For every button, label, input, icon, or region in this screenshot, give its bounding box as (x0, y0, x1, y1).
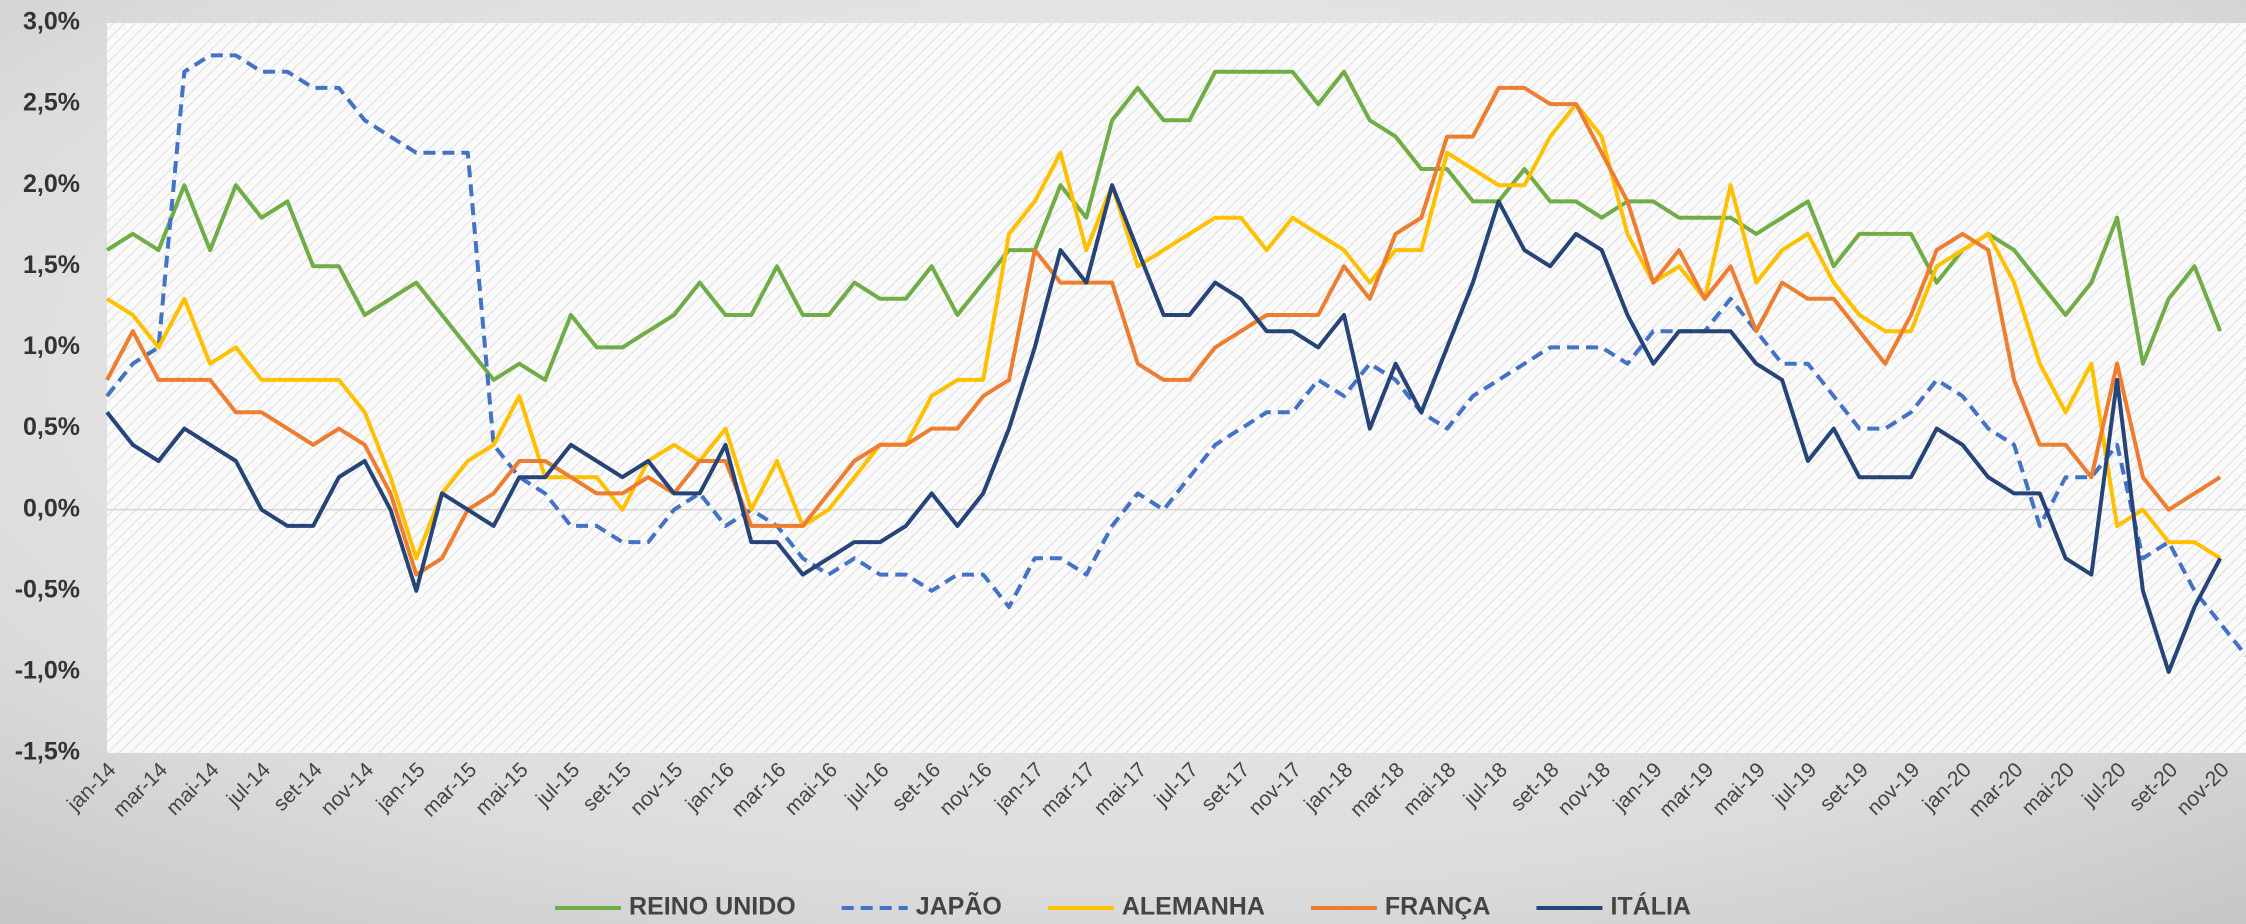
legend-label: JAPÃO (916, 891, 1002, 921)
y-tick-label: 2,0% (23, 170, 80, 198)
series-line (105, 85, 2222, 577)
y-tick-label: 1,0% (23, 332, 80, 360)
series-line (105, 102, 2222, 561)
series-line (105, 53, 2246, 657)
y-tick-label: 3,0% (23, 8, 80, 36)
y-tick-label: -1,0% (15, 656, 80, 684)
y-tick-label: -1,5% (15, 738, 80, 766)
y-tick-label: 0,0% (23, 494, 80, 522)
legend: REINO UNIDO JAPÃO ALEMANHA FRANÇA ITÁLIA (555, 891, 1691, 921)
y-tick-label: -0,5% (15, 575, 80, 603)
series-line (105, 183, 2222, 674)
y-tick-label: 1,5% (23, 251, 80, 279)
series-line (105, 69, 2223, 382)
plot-area (107, 23, 2246, 753)
legend-label: REINO UNIDO (629, 893, 796, 921)
legend-label: FRANÇA (1385, 893, 1491, 921)
y-tick-label: 2,5% (23, 89, 80, 117)
legend-label: ITÁLIA (1610, 892, 1691, 921)
y-tick-label: 0,5% (23, 413, 80, 441)
legend-label: ALEMANHA (1122, 893, 1265, 921)
